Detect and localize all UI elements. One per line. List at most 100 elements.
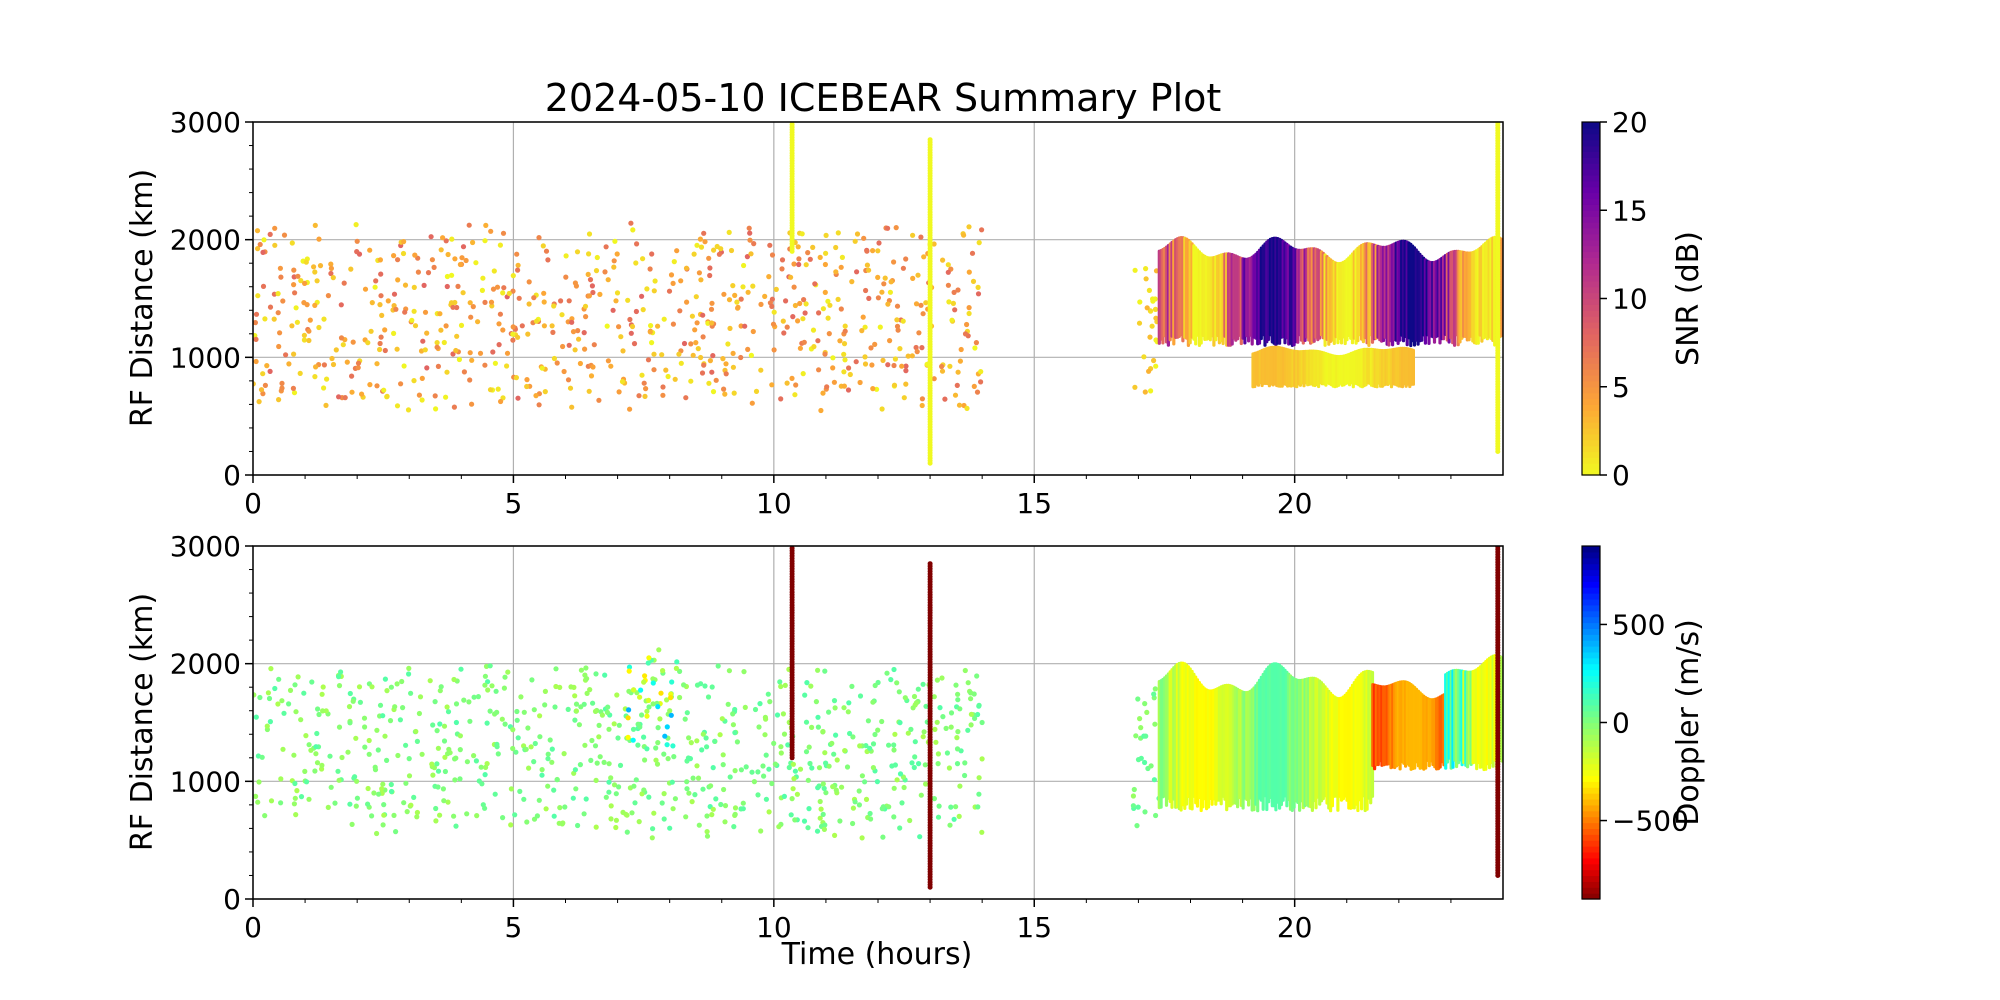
scatter-point xyxy=(608,363,614,369)
scatter-point xyxy=(730,722,737,728)
scatter-point xyxy=(471,753,477,759)
scatter-point xyxy=(654,761,661,767)
scatter-point xyxy=(978,369,984,375)
colorbar-segment xyxy=(1582,675,1600,682)
colorbar-segment xyxy=(1582,793,1600,800)
scatter-point xyxy=(976,240,982,246)
scatter-point xyxy=(730,711,736,717)
colorbar-tick-label: 10 xyxy=(1612,283,1648,316)
scatter-point xyxy=(804,680,810,686)
scatter-point xyxy=(586,293,593,299)
scatter-point xyxy=(314,278,320,284)
colorbar-segment xyxy=(1582,163,1600,170)
scatter-point xyxy=(968,722,974,728)
scatter-point xyxy=(813,699,820,705)
scatter-point xyxy=(405,407,412,413)
scatter-point xyxy=(378,293,384,299)
scatter-point xyxy=(952,307,958,313)
scatter-point xyxy=(443,394,449,400)
scatter-point xyxy=(421,282,427,288)
scatter-point xyxy=(699,370,706,376)
scatter-point xyxy=(864,248,870,254)
colorbar-segment xyxy=(1582,257,1600,264)
scatter-point xyxy=(298,717,304,723)
scatter-point xyxy=(923,781,929,787)
scatter-point xyxy=(588,373,595,379)
colorbar-segment xyxy=(1582,710,1600,718)
scatter-point xyxy=(957,358,964,364)
scatter-point xyxy=(1132,384,1138,390)
scatter-point xyxy=(593,824,599,830)
scatter-point xyxy=(469,357,475,363)
scatter-point xyxy=(411,308,417,314)
scatter-point xyxy=(367,247,373,253)
scatter-point xyxy=(304,302,310,308)
scatter-point xyxy=(444,283,450,290)
scatter-point xyxy=(626,707,632,713)
scatter-point xyxy=(658,690,664,696)
colorbar-segment xyxy=(1582,410,1600,417)
scatter-point xyxy=(791,261,797,267)
scatter-point xyxy=(341,280,347,286)
scatter-point xyxy=(253,714,259,720)
scatter-point xyxy=(899,363,905,369)
scatter-point xyxy=(731,824,737,830)
scatter-point xyxy=(575,822,581,829)
scatter-point xyxy=(253,336,259,342)
scatter-point xyxy=(592,708,599,715)
scatter-point xyxy=(903,256,909,262)
scatter-point xyxy=(295,674,301,680)
y-tick-label: 0 xyxy=(223,883,241,916)
scatter-point xyxy=(947,363,953,369)
scatter-point xyxy=(379,786,385,792)
scatter-point xyxy=(451,404,457,410)
scatter-point xyxy=(663,367,669,373)
scatter-point xyxy=(592,743,599,749)
scatter-point xyxy=(512,812,518,818)
colorbar-segment xyxy=(1582,433,1600,441)
scatter-point xyxy=(611,721,617,727)
scatter-point xyxy=(295,273,301,279)
scatter-point xyxy=(817,798,823,805)
scatter-point xyxy=(823,232,829,238)
y-tick-label: 2000 xyxy=(170,648,241,681)
scatter-point xyxy=(732,768,738,774)
scatter-point xyxy=(868,816,874,822)
scatter-point xyxy=(549,323,555,329)
scatter-point xyxy=(888,677,894,683)
scatter-point xyxy=(955,697,961,703)
doppler-scatter-points xyxy=(253,546,1503,890)
scatter-point xyxy=(651,351,657,357)
scatter-point xyxy=(1141,354,1147,360)
scatter-point xyxy=(349,821,355,828)
scatter-point xyxy=(910,232,916,238)
scatter-point xyxy=(730,350,736,356)
scatter-point xyxy=(949,317,955,323)
scatter-point xyxy=(434,728,440,734)
scatter-point xyxy=(551,355,558,362)
scatter-point xyxy=(748,251,754,257)
scatter-point xyxy=(615,735,621,741)
scatter-point xyxy=(755,792,761,798)
colorbar-segment xyxy=(1582,192,1600,200)
scatter-point xyxy=(291,351,297,357)
scatter-point xyxy=(328,261,334,267)
scatter-point xyxy=(964,405,970,411)
scatter-point xyxy=(630,726,637,732)
scatter-point xyxy=(767,242,773,248)
scatter-point xyxy=(713,796,719,802)
scatter-point xyxy=(379,312,385,318)
scatter-point xyxy=(665,756,671,762)
colorbar-segment xyxy=(1582,840,1600,847)
scatter-point xyxy=(553,683,559,690)
scatter-point xyxy=(650,826,656,832)
scatter-point xyxy=(393,306,399,312)
scatter-point xyxy=(539,772,545,778)
scatter-point xyxy=(781,793,788,800)
scatter-point xyxy=(292,795,298,801)
scatter-point xyxy=(920,681,926,687)
scatter-point xyxy=(889,763,895,769)
scatter-point xyxy=(763,796,770,802)
scatter-point xyxy=(457,776,463,782)
scatter-point xyxy=(807,256,813,262)
